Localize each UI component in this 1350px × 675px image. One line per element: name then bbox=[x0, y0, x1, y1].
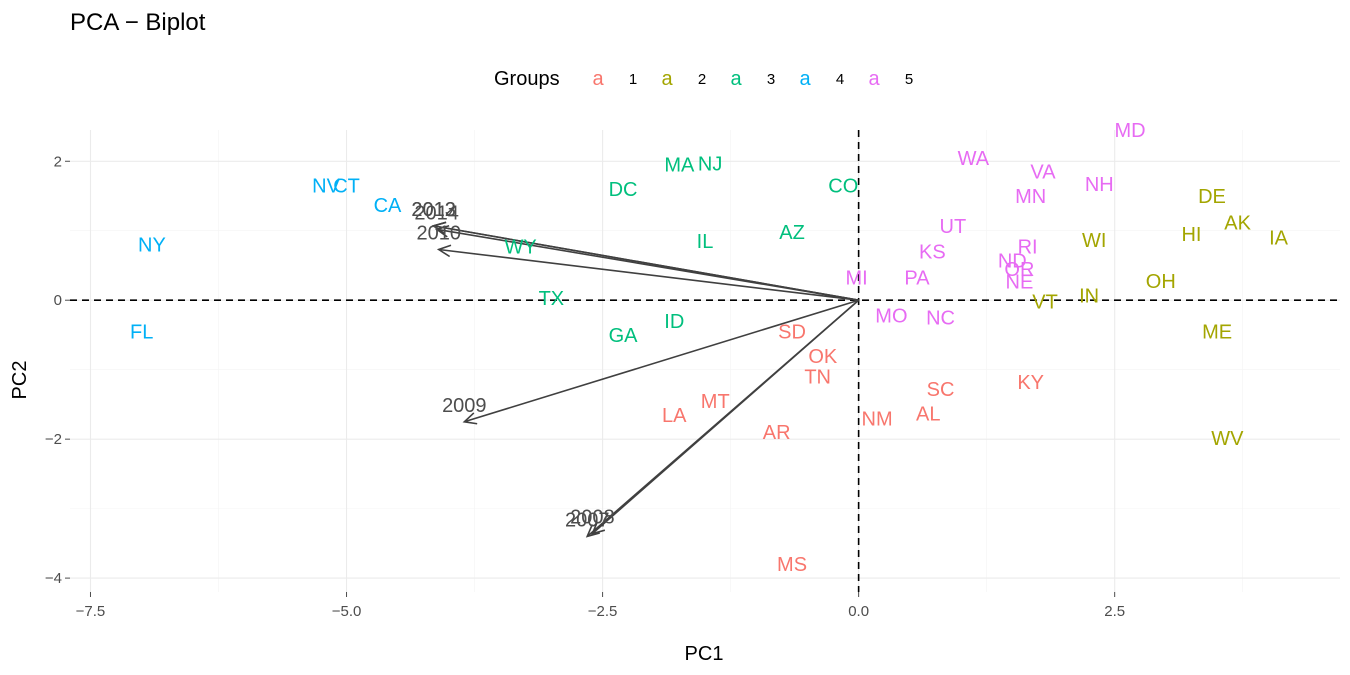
point-label: RI bbox=[1018, 237, 1038, 259]
legend-label-3: 3 bbox=[767, 71, 775, 88]
point-label: DC bbox=[609, 179, 638, 201]
legend-label-1: 1 bbox=[629, 71, 637, 88]
legend-key-1: a bbox=[592, 68, 604, 90]
point-label: MT bbox=[701, 391, 730, 413]
point-label: CT bbox=[333, 176, 360, 198]
legend-key-3: a bbox=[730, 68, 742, 90]
point-label: OH bbox=[1146, 271, 1176, 293]
point-label: UT bbox=[940, 216, 967, 238]
point-label: WY bbox=[505, 237, 537, 259]
vector-label: 2008 bbox=[570, 507, 615, 529]
vector-arrowhead bbox=[431, 221, 447, 235]
point-label: TX bbox=[539, 288, 565, 310]
point-label: NE bbox=[1006, 271, 1034, 293]
point-label: VA bbox=[1030, 162, 1056, 184]
point-label: AR bbox=[763, 422, 791, 444]
point-label: WI bbox=[1082, 230, 1106, 252]
y-tick-label: 0 bbox=[54, 292, 62, 309]
vector-label: 2014 bbox=[414, 202, 459, 224]
vector-2009 bbox=[464, 299, 859, 423]
axes: −7.5 −5.0 −2.5 0.0 2.5 −4 −2 0 2 bbox=[45, 153, 1125, 620]
point-label: IL bbox=[697, 231, 714, 253]
point-label: AK bbox=[1224, 212, 1251, 234]
legend-key-2: a bbox=[661, 68, 673, 90]
legend: Groups a 1 a 2 a 3 a 4 a 5 bbox=[494, 68, 913, 90]
legend-key-4: a bbox=[799, 68, 811, 90]
point-label: NH bbox=[1085, 174, 1114, 196]
x-axis-title: PC1 bbox=[685, 643, 724, 665]
point-label: PA bbox=[904, 267, 930, 289]
x-tick-label: 0.0 bbox=[848, 603, 869, 620]
point-label: NY bbox=[138, 235, 166, 257]
point-label: IA bbox=[1269, 228, 1289, 250]
point-label: WA bbox=[958, 148, 990, 170]
point-label: CO bbox=[828, 176, 858, 198]
x-tick-label: 2.5 bbox=[1104, 603, 1125, 620]
point-label: KS bbox=[919, 242, 946, 264]
vector-label: 2010 bbox=[416, 222, 461, 244]
y-tick-label: 2 bbox=[54, 153, 62, 170]
point-label: ID bbox=[664, 311, 684, 333]
point-label: VT bbox=[1032, 292, 1058, 314]
vector-2014 bbox=[436, 228, 859, 301]
vector-label: 2012 bbox=[411, 199, 456, 221]
y-axis-title: PC2 bbox=[9, 361, 31, 400]
vector-arrowhead bbox=[436, 244, 452, 258]
point-label: MD bbox=[1114, 120, 1145, 142]
point-label: MO bbox=[875, 305, 907, 327]
point-label: DE bbox=[1198, 186, 1226, 208]
point-label: SC bbox=[927, 379, 955, 401]
point-label: ND bbox=[998, 251, 1027, 273]
vector-2008 bbox=[591, 299, 860, 535]
vector-2010 bbox=[438, 248, 859, 302]
point-label: MA bbox=[664, 155, 695, 177]
legend-key-5: a bbox=[868, 68, 880, 90]
legend-title: Groups bbox=[494, 68, 560, 90]
point-label: MI bbox=[845, 267, 867, 289]
vector-arrowhead bbox=[585, 524, 600, 538]
point-label: GA bbox=[609, 325, 639, 347]
point-label: MS bbox=[777, 554, 807, 576]
legend-label-2: 2 bbox=[698, 71, 706, 88]
vector-arrowhead bbox=[434, 224, 450, 238]
point-label: ME bbox=[1202, 321, 1232, 343]
point-label: NM bbox=[862, 408, 893, 430]
point-label: NV bbox=[312, 176, 340, 198]
point-label: FL bbox=[130, 321, 153, 343]
y-tick-label: −4 bbox=[45, 570, 62, 587]
x-tick-label: −7.5 bbox=[76, 603, 106, 620]
grid bbox=[70, 130, 1340, 592]
vector-arrowhead bbox=[462, 412, 478, 425]
point-label: NC bbox=[926, 308, 955, 330]
reference-lines bbox=[70, 130, 1340, 592]
legend-label-4: 4 bbox=[836, 71, 844, 88]
point-label: TN bbox=[804, 367, 831, 389]
legend-label-5: 5 bbox=[905, 71, 913, 88]
y-tick-label: −2 bbox=[45, 431, 62, 448]
point-label: NJ bbox=[698, 153, 722, 175]
point-label: MN bbox=[1015, 186, 1046, 208]
vector-label: 2007 bbox=[565, 509, 610, 531]
x-tick-label: −2.5 bbox=[588, 603, 618, 620]
point-label: KY bbox=[1017, 372, 1044, 394]
vector-arrowhead bbox=[590, 521, 606, 535]
x-tick-label: −5.0 bbox=[332, 603, 362, 620]
vector-label: 2009 bbox=[442, 395, 487, 417]
chart-title: PCA − Biplot bbox=[70, 9, 206, 36]
point-label: LA bbox=[662, 405, 687, 427]
point-label: CA bbox=[374, 195, 402, 217]
point-label: AL bbox=[916, 403, 940, 425]
point-label: WV bbox=[1211, 428, 1244, 450]
point-label: IN bbox=[1079, 285, 1099, 307]
point-label: HI bbox=[1181, 224, 1201, 246]
point-label: AZ bbox=[779, 222, 805, 244]
point-label: OK bbox=[808, 346, 838, 368]
point-label: SD bbox=[778, 321, 806, 343]
point-label: OR bbox=[1004, 259, 1034, 281]
vector-label: 2013 bbox=[411, 199, 456, 221]
